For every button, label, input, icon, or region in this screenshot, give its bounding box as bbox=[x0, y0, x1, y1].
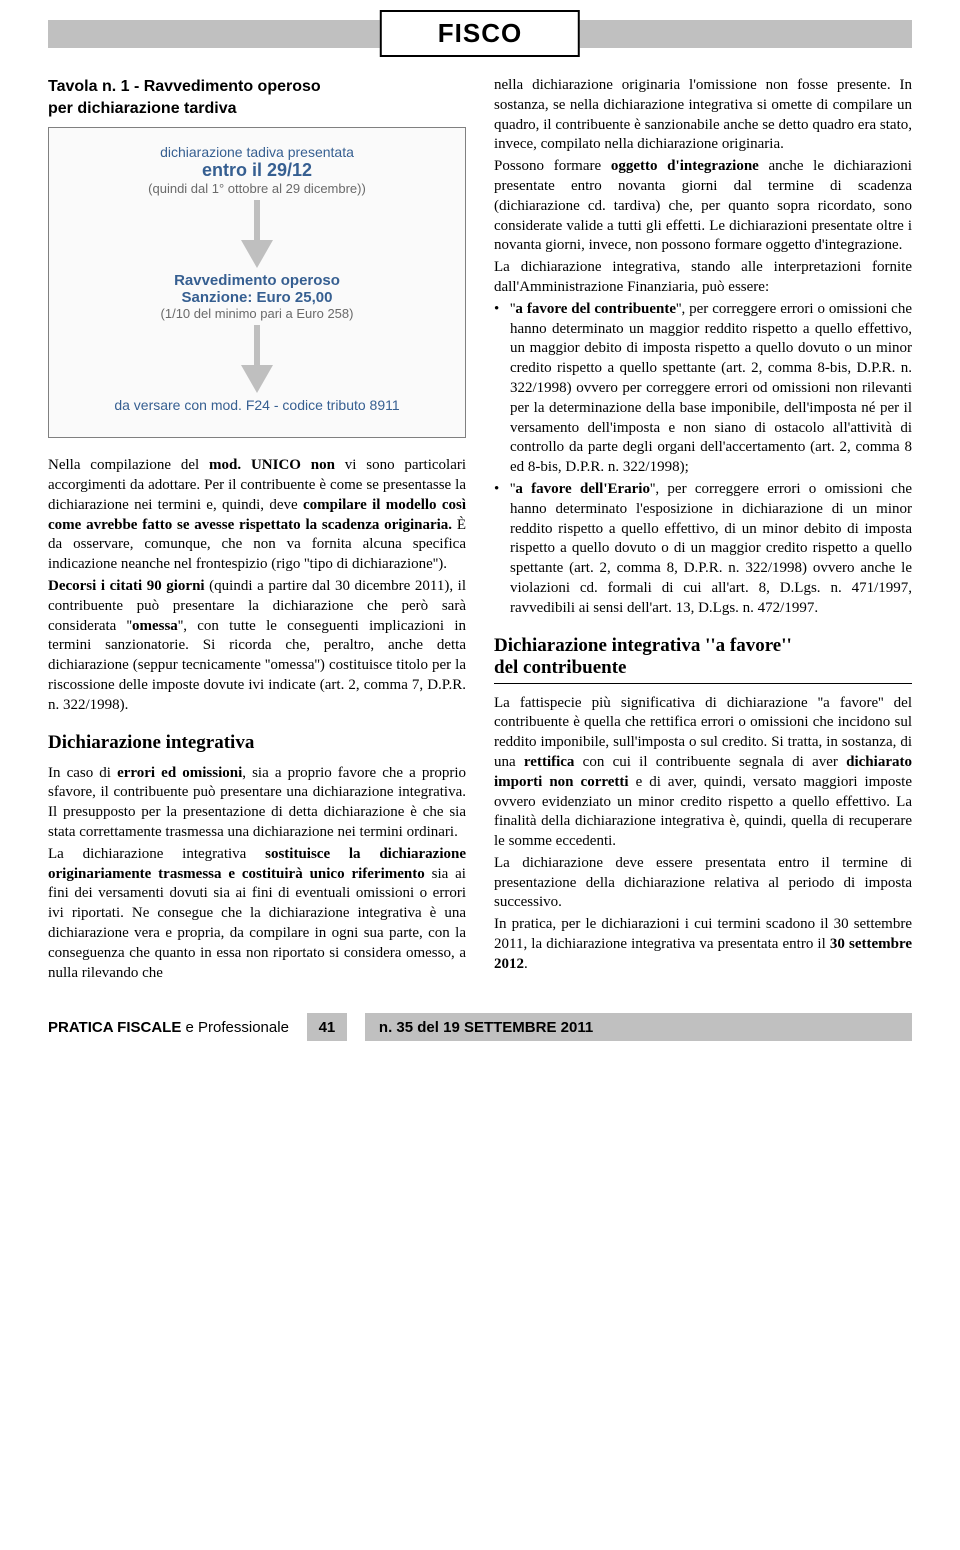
left-p1: Nella compilazione del mod. UNICO non vi… bbox=[48, 456, 466, 575]
tavola-title: Tavola n. 1 - Ravvedimento operoso per d… bbox=[48, 76, 466, 119]
right-p2: Possono formare oggetto d'integrazione a… bbox=[494, 157, 912, 256]
left-p4: La dichiarazione integrativa sostituisce… bbox=[48, 845, 466, 984]
arrow-head-2 bbox=[241, 365, 273, 393]
diagram-node-1: dichiarazione tadiva presentata entro il… bbox=[57, 144, 457, 196]
tavola-title-l1: Tavola n. 1 - Ravvedimento operoso bbox=[48, 78, 321, 95]
n2-l3: (1/10 del minimo pari a Euro 258) bbox=[57, 306, 457, 321]
column-left: Tavola n. 1 - Ravvedimento operoso per d… bbox=[48, 76, 466, 985]
right-p5: La dichiarazione deve essere presentata … bbox=[494, 854, 912, 913]
left-p3: In caso di errori ed omissioni, sia a pr… bbox=[48, 764, 466, 843]
n1-l2: entro il 29/12 bbox=[57, 160, 457, 181]
bullet-2: ''a favore dell'Erario'', per correggere… bbox=[494, 480, 912, 619]
bullet-list: ''a favore del contribuente'', per corre… bbox=[494, 300, 912, 619]
arrow-stem-2 bbox=[254, 325, 260, 365]
n1-l1: dichiarazione tadiva presentata bbox=[57, 144, 457, 160]
n2-l1: Ravvedimento operoso bbox=[57, 272, 457, 289]
category-title: FISCO bbox=[380, 10, 580, 57]
tavola-title-l2: per dichiarazione tardiva bbox=[48, 100, 237, 117]
footer-issue-text: n. 35 del 19 SETTEMBRE 2011 bbox=[379, 1019, 593, 1036]
column-right: nella dichiarazione originaria l'omissio… bbox=[494, 76, 912, 985]
n1-l3: (quindi dal 1° ottobre al 29 dicembre)) bbox=[57, 181, 457, 196]
right-p6: In pratica, per le dichiarazioni i cui t… bbox=[494, 915, 912, 974]
right-body: nella dichiarazione originaria l'omissio… bbox=[494, 76, 912, 975]
right-p4: La fattispecie più significativa di dich… bbox=[494, 694, 912, 852]
footer-publication: PRATICA FISCALE e Professionale bbox=[48, 1019, 289, 1036]
footer-issue-bar: n. 35 del 19 SETTEMBRE 2011 bbox=[365, 1013, 912, 1041]
columns: Tavola n. 1 - Ravvedimento operoso per d… bbox=[48, 76, 912, 985]
arrow-stem-1 bbox=[254, 200, 260, 240]
bullet-1: ''a favore del contribuente'', per corre… bbox=[494, 300, 912, 478]
right-p3: La dichiarazione integrativa, stando all… bbox=[494, 258, 912, 298]
left-body: Nella compilazione del mod. UNICO non vi… bbox=[48, 456, 466, 983]
section-h-dichiarazione-integrativa: Dichiarazione integrativa bbox=[48, 732, 466, 754]
diagram-node-2: Ravvedimento operoso Sanzione: Euro 25,0… bbox=[57, 272, 457, 321]
arrow-head-1 bbox=[241, 240, 273, 268]
section-h-a-favore: Dichiarazione integrativa ''a favore'' d… bbox=[494, 635, 912, 684]
diagram-node-3: da versare con mod. F24 - codice tributo… bbox=[57, 397, 457, 413]
right-p1: nella dichiarazione originaria l'omissio… bbox=[494, 76, 912, 155]
tavola-diagram: dichiarazione tadiva presentata entro il… bbox=[48, 127, 466, 438]
left-p2: Decorsi i citati 90 giorni (quindi a par… bbox=[48, 577, 466, 716]
header-bar: FISCO bbox=[48, 20, 912, 48]
n3-l1: da versare con mod. F24 - codice tributo… bbox=[57, 397, 457, 413]
footer-page-number: 41 bbox=[307, 1013, 347, 1041]
footer: PRATICA FISCALE e Professionale 41 n. 35… bbox=[48, 1013, 912, 1041]
n2-l2: Sanzione: Euro 25,00 bbox=[57, 289, 457, 306]
